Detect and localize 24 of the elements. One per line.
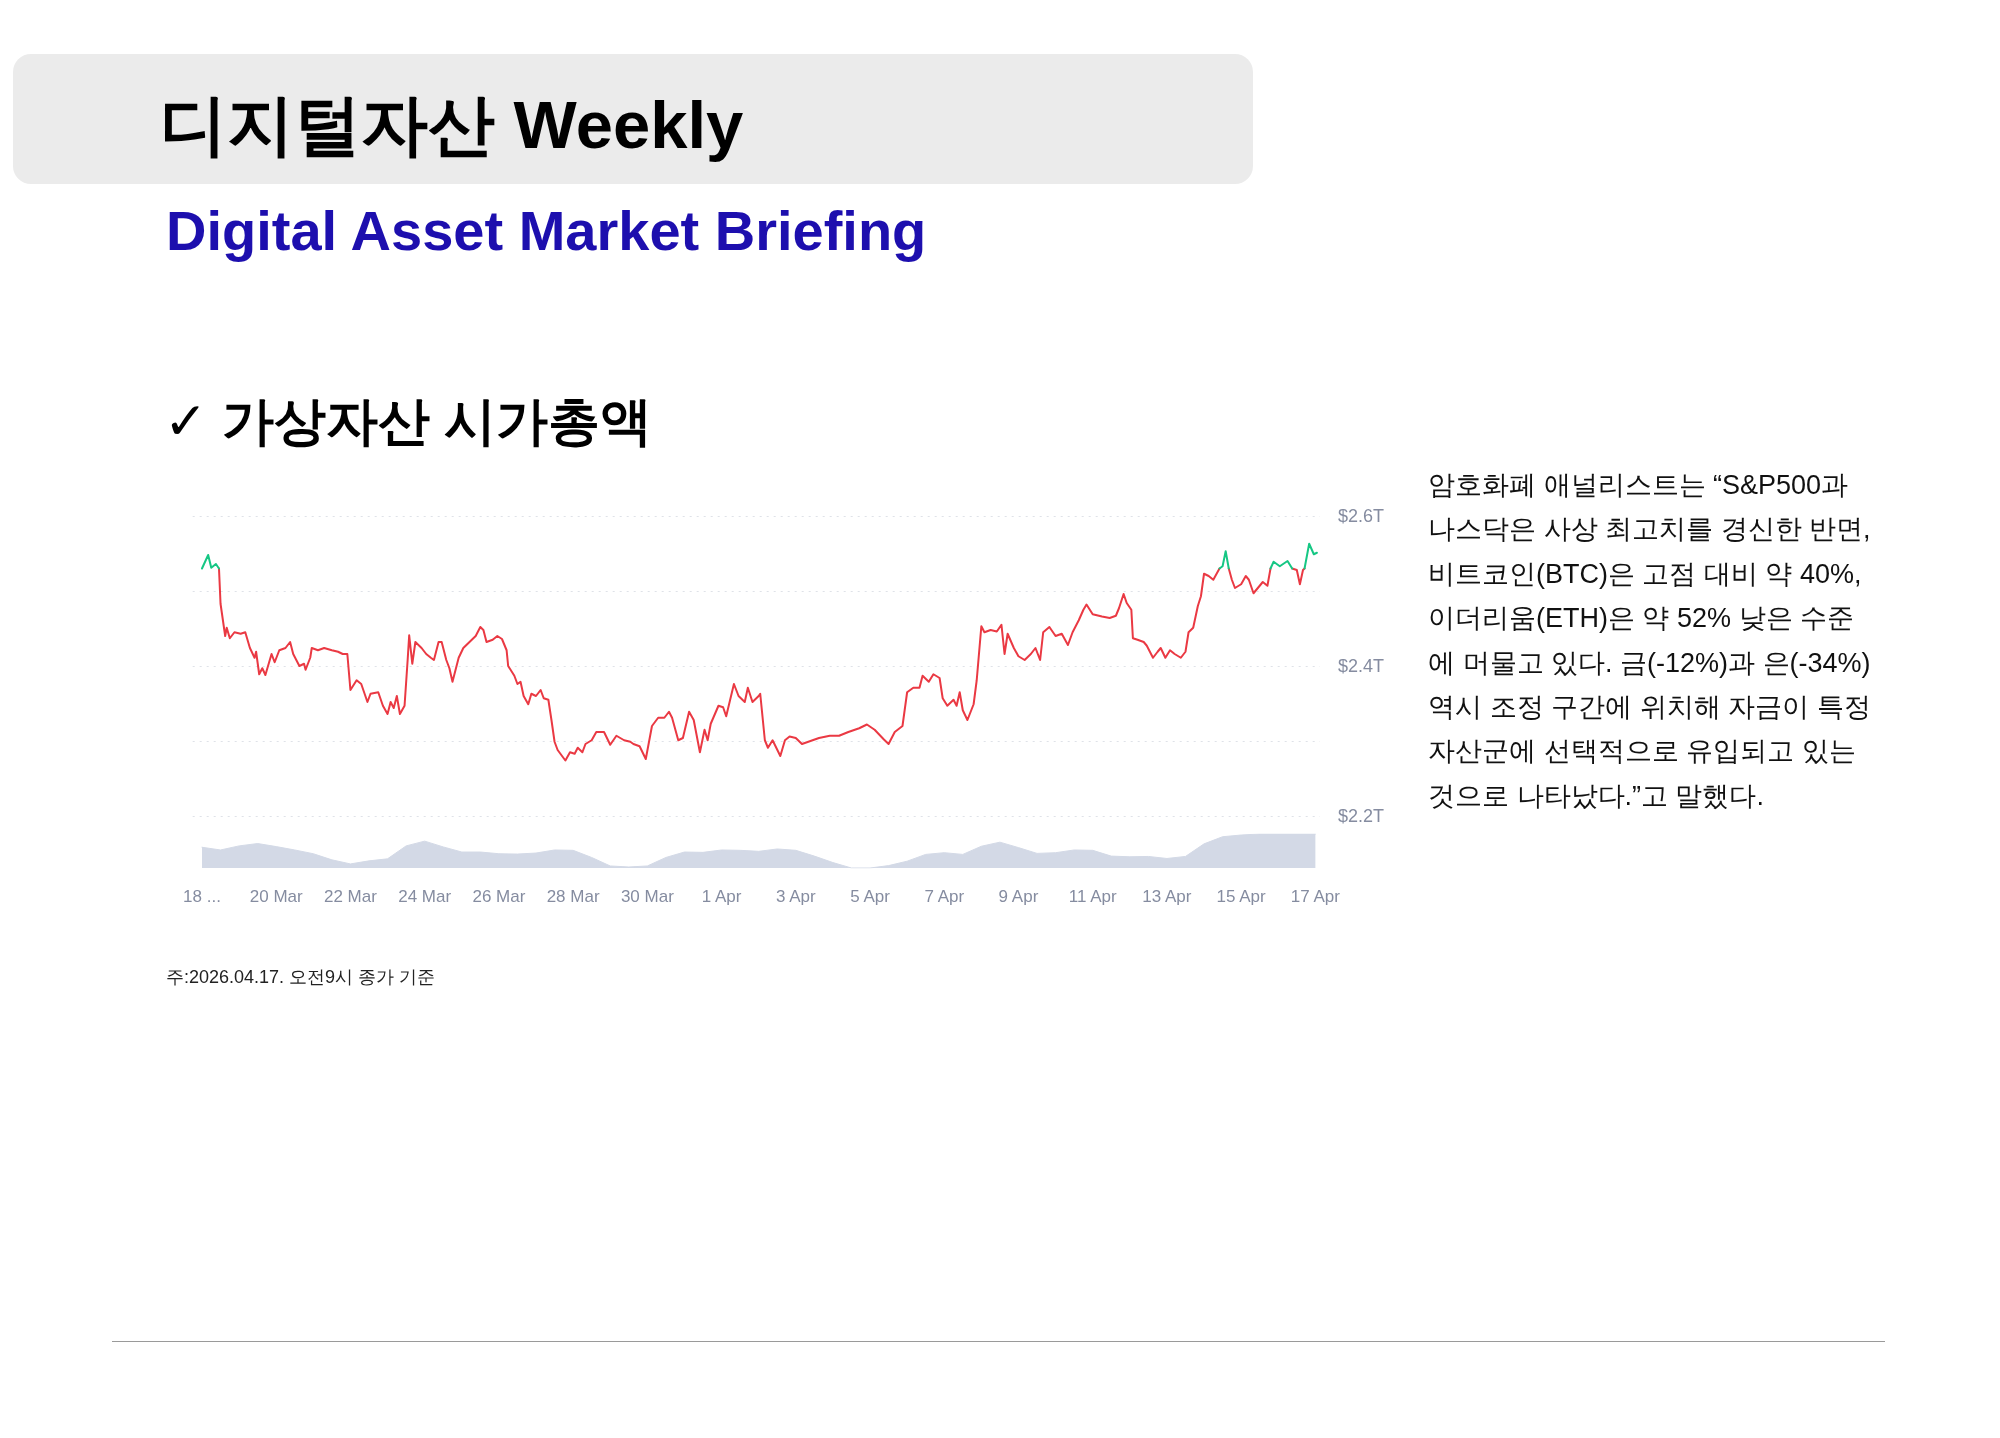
- x-tick-label: 11 Apr: [1068, 887, 1117, 906]
- x-tick-label: 30 Mar: [620, 887, 675, 906]
- y-tick-label: $2.6T: [1338, 506, 1385, 526]
- x-tick-label: 20 Mar: [249, 887, 303, 906]
- chart-title: 디지털자산 Weekly: [160, 87, 744, 162]
- x-tick-label: 26 Mar: [472, 887, 526, 906]
- x-tick-label: 13 Apr: [1142, 887, 1192, 906]
- y-tick-label: $2.4T: [1338, 656, 1385, 676]
- text: ✓ 가상자산 시가총액: [164, 391, 653, 452]
- text: 암호화폐 애널리스트는 “S&P500과 나스닥은 사상 최고치를 경신한 반면, 비트코인(BTC)은 고점 대비 약 40%, 이더리움(ETH)은 약 52% 낮은 수준에 머물고 있다. 금(-12%)과 은(-34%) 역시 조정 구간에 위치해 자금이 특정 자산군에 선택적으로 유입되고 있는 것으로 나타났다.”고 말했다.: [1428, 469, 1872, 813]
- x-tick-label: 28 Mar: [546, 887, 600, 906]
- x-tick-label: 24 Mar: [398, 887, 452, 906]
- x-tick-label: 15 Apr: [1216, 887, 1267, 906]
- x-tick-label: 9 Apr: [998, 887, 1039, 906]
- x-tick-label: 5 Apr: [850, 887, 891, 906]
- text: 주:2026.04.17. 오전9시 종가 기준: [166, 966, 436, 988]
- x-tick-label: 22 Mar: [323, 887, 378, 906]
- x-tick-label: 1 Apr: [701, 887, 742, 906]
- x-tick-label: 17 Apr: [1290, 887, 1341, 906]
- y-tick-label: $2.2T: [1338, 806, 1385, 826]
- x-tick-label: 18 ...: [183, 887, 221, 906]
- x-tick-label: 7 Apr: [924, 887, 965, 906]
- x-tick-label: 3 Apr: [775, 887, 816, 906]
- chart-subtitle: Digital Asset Market Briefing: [166, 199, 927, 262]
